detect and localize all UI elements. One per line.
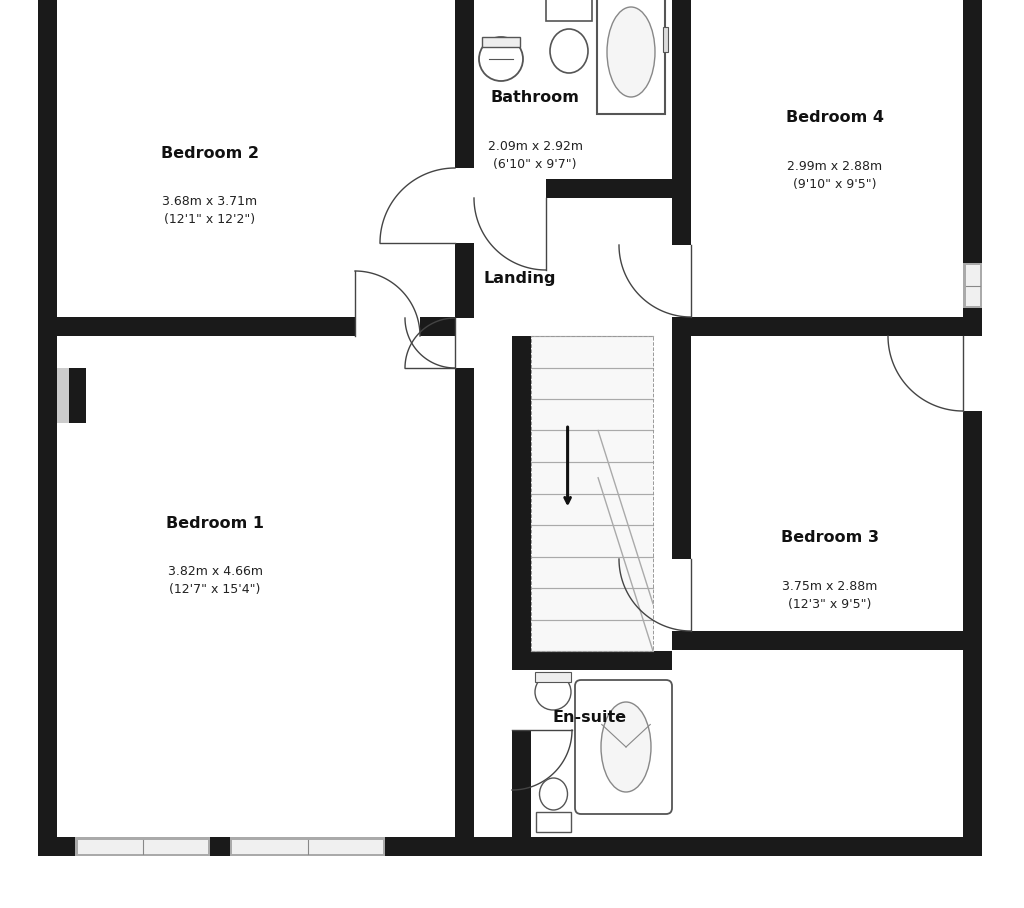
Bar bbox=[57, 368, 69, 423]
Circle shape bbox=[535, 674, 571, 710]
Text: 3.68m x 3.71m
(12'1" x 12'2"): 3.68m x 3.71m (12'1" x 12'2") bbox=[163, 195, 258, 226]
Bar bbox=[455, 0, 474, 336]
Ellipse shape bbox=[540, 778, 567, 810]
Text: Bedroom 4: Bedroom 4 bbox=[786, 111, 884, 125]
Bar bbox=[38, 368, 85, 423]
Bar bbox=[531, 336, 653, 651]
Bar bbox=[355, 317, 420, 336]
Bar bbox=[672, 245, 691, 317]
Bar bbox=[546, 0, 592, 21]
Bar bbox=[966, 265, 980, 305]
Bar bbox=[455, 318, 474, 368]
Bar bbox=[230, 837, 385, 856]
Bar bbox=[963, 336, 982, 411]
Bar bbox=[57, 0, 455, 317]
Bar bbox=[455, 336, 474, 856]
Bar bbox=[512, 670, 531, 856]
Bar bbox=[672, 0, 691, 336]
Bar bbox=[691, 336, 963, 631]
Bar bbox=[512, 509, 527, 651]
Ellipse shape bbox=[609, 29, 645, 73]
Text: En-suite: En-suite bbox=[553, 710, 627, 725]
Text: Bedroom 1: Bedroom 1 bbox=[166, 516, 264, 530]
Text: 3.82m x 4.66m
(12'7" x 15'4"): 3.82m x 4.66m (12'7" x 15'4") bbox=[168, 565, 262, 596]
Text: 2.09m x 2.92m
(6'10" x 9'7"): 2.09m x 2.92m (6'10" x 9'7") bbox=[487, 140, 583, 171]
Ellipse shape bbox=[550, 29, 588, 73]
Bar bbox=[663, 27, 669, 52]
Ellipse shape bbox=[607, 7, 655, 97]
Bar bbox=[512, 651, 672, 670]
Bar bbox=[512, 336, 531, 670]
Bar bbox=[474, 179, 546, 198]
Bar bbox=[531, 336, 653, 651]
Bar bbox=[672, 631, 982, 650]
Bar bbox=[232, 840, 383, 854]
Bar bbox=[57, 336, 455, 837]
Text: Landing: Landing bbox=[483, 271, 556, 285]
FancyBboxPatch shape bbox=[575, 680, 672, 814]
Bar bbox=[691, 0, 963, 317]
Text: Bedroom 3: Bedroom 3 bbox=[781, 530, 879, 546]
Bar bbox=[672, 317, 982, 336]
Bar bbox=[531, 670, 653, 837]
Bar bbox=[75, 837, 210, 856]
Bar bbox=[963, 0, 982, 856]
Text: 3.75m x 2.88m
(12'3" x 9'5"): 3.75m x 2.88m (12'3" x 9'5") bbox=[782, 580, 878, 611]
Bar bbox=[474, 198, 672, 317]
Bar bbox=[38, 317, 455, 336]
Bar bbox=[455, 179, 691, 198]
Bar bbox=[536, 812, 571, 832]
Bar bbox=[474, 0, 672, 179]
Bar bbox=[38, 0, 57, 856]
Text: 2.99m x 2.88m
(9'10" x 9'5"): 2.99m x 2.88m (9'10" x 9'5") bbox=[787, 160, 883, 191]
Ellipse shape bbox=[601, 702, 651, 792]
Bar bbox=[672, 559, 691, 631]
Bar bbox=[455, 168, 474, 243]
Bar bbox=[604, 0, 650, 21]
Bar bbox=[535, 672, 571, 682]
Bar bbox=[482, 37, 520, 47]
Bar bbox=[672, 336, 691, 650]
Bar bbox=[512, 670, 531, 730]
Circle shape bbox=[479, 37, 523, 81]
Text: Bedroom 2: Bedroom 2 bbox=[161, 145, 259, 161]
Bar bbox=[963, 263, 982, 308]
Text: Bathroom: Bathroom bbox=[490, 91, 580, 105]
Bar bbox=[78, 840, 208, 854]
Bar bbox=[597, 0, 665, 114]
Bar bbox=[38, 837, 982, 856]
